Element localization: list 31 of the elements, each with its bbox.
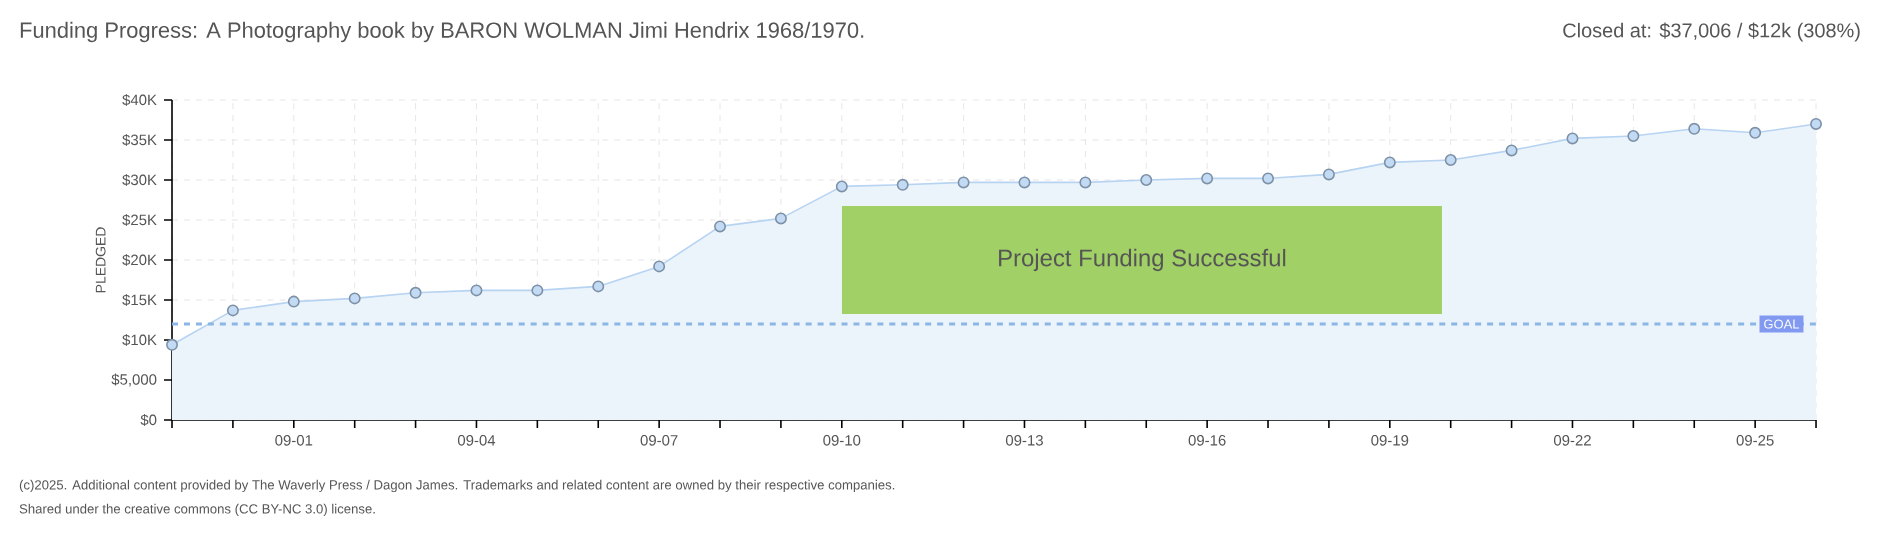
point xyxy=(348,292,361,305)
point xyxy=(1140,174,1153,186)
point xyxy=(1749,126,1762,139)
point xyxy=(1322,168,1335,181)
point xyxy=(1262,172,1275,185)
point xyxy=(896,178,909,191)
point xyxy=(1444,154,1457,166)
point xyxy=(531,284,544,297)
point xyxy=(1505,144,1518,157)
point xyxy=(226,304,239,317)
point xyxy=(1627,130,1640,142)
point xyxy=(714,220,727,233)
point xyxy=(166,338,178,351)
point xyxy=(409,286,422,299)
point xyxy=(470,284,483,297)
text: Closed at: $37,006 / $12k (308%) xyxy=(1563,22,1860,42)
point xyxy=(287,295,300,308)
point xyxy=(1810,117,1823,130)
point xyxy=(653,260,666,273)
point xyxy=(1018,176,1031,189)
point xyxy=(1201,172,1214,185)
point xyxy=(592,280,605,293)
point xyxy=(1688,122,1701,135)
point xyxy=(1566,132,1579,145)
point xyxy=(1079,176,1092,189)
point xyxy=(774,212,787,225)
point xyxy=(835,180,848,193)
annotation: Project Funding Successful xyxy=(999,248,1286,272)
point xyxy=(957,176,970,189)
point xyxy=(1383,156,1396,169)
chart-title: Funding Progress: A Photography book by BARON WOLMAN Jimi Hendrix 1968/1970. xyxy=(20,21,864,43)
